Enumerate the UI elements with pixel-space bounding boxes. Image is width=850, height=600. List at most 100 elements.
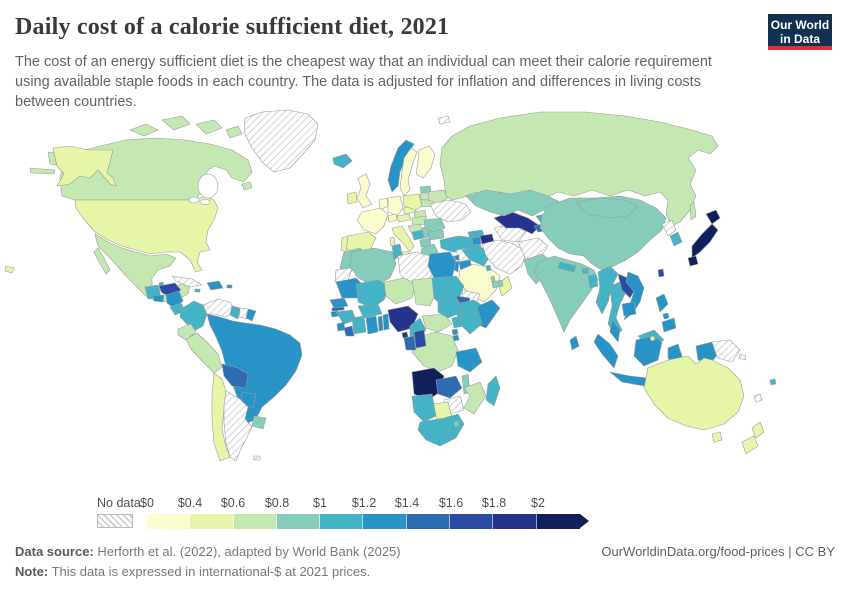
country-shape[interactable] [569,335,580,351]
country-shape[interactable] [421,313,453,333]
country-shape[interactable] [226,284,233,289]
country-shape[interactable] [741,435,759,455]
country-shape[interactable] [93,247,111,275]
country-shape[interactable] [455,347,483,373]
country-shape[interactable] [387,195,404,217]
country-shape[interactable] [206,280,224,291]
country-shape[interactable] [461,245,491,267]
country-shape[interactable] [206,313,303,424]
country-shape[interactable] [581,267,590,275]
country-shape[interactable] [331,306,345,312]
country-shape[interactable] [655,293,669,313]
country-shape[interactable] [229,305,241,320]
country-shape[interactable] [587,273,599,289]
country-shape[interactable] [689,201,697,221]
country-shape[interactable] [463,381,487,415]
country-shape[interactable] [74,195,219,273]
country-shape[interactable] [738,353,747,361]
country-shape[interactable] [471,236,482,246]
country-shape[interactable] [595,265,619,315]
legend-bin[interactable] [450,514,494,529]
country-shape[interactable] [340,235,349,253]
country-shape[interactable] [343,325,355,337]
country-shape[interactable] [711,431,723,443]
country-shape[interactable] [451,328,459,336]
country-shape[interactable] [401,331,409,339]
country-shape[interactable] [423,217,446,233]
country-shape[interactable] [403,335,417,351]
country-shape[interactable] [241,181,253,191]
country-shape[interactable] [171,275,203,288]
country-shape[interactable] [245,308,257,322]
legend-bin[interactable] [363,514,407,529]
legend-bin[interactable] [536,514,580,529]
country-shape[interactable] [152,294,165,303]
country-shape[interactable] [621,301,637,317]
country-shape[interactable] [195,119,223,135]
country-shape[interactable] [557,261,577,273]
country-shape[interactable] [399,147,418,197]
country-shape[interactable] [485,375,501,407]
country-shape[interactable] [751,421,765,439]
country-shape[interactable] [443,428,451,436]
country-shape[interactable] [669,231,683,247]
country-shape[interactable] [391,243,403,261]
country-shape[interactable] [391,225,415,253]
country-shape[interactable] [497,275,513,297]
legend-bin[interactable] [493,514,537,529]
country-shape[interactable] [336,321,346,332]
country-shape[interactable] [609,319,621,343]
country-shape[interactable] [185,332,223,374]
country-shape[interactable] [221,363,249,389]
country-shape[interactable] [429,199,472,223]
country-shape[interactable] [349,247,397,287]
country-shape[interactable] [251,415,267,430]
country-shape[interactable] [657,268,665,278]
country-shape[interactable] [346,191,358,205]
country-shape[interactable] [29,167,56,175]
country-shape[interactable] [575,197,639,219]
country-shape[interactable] [454,254,460,261]
owid-link[interactable]: OurWorldinData.org/food-prices | CC BY [601,544,835,559]
country-shape[interactable] [539,195,667,271]
country-shape[interactable] [753,393,763,403]
country-shape[interactable] [481,239,527,275]
country-shape[interactable] [427,251,457,279]
country-shape[interactable] [435,375,463,399]
country-shape[interactable] [649,335,656,342]
country-shape[interactable] [356,207,389,235]
country-shape[interactable] [411,277,437,307]
country-shape[interactable] [129,123,159,137]
country-shape[interactable] [661,317,677,333]
country-shape[interactable] [633,335,663,367]
country-shape[interactable] [427,229,445,241]
country-shape[interactable] [705,209,721,225]
country-shape[interactable] [643,355,745,431]
legend-bin[interactable] [147,514,191,529]
country-shape[interactable] [661,219,677,237]
country-shape[interactable] [223,390,253,462]
owid-logo[interactable]: Our World in Data [768,14,832,50]
country-shape[interactable] [691,223,719,259]
country-shape[interactable] [355,279,391,309]
country-shape[interactable] [695,341,719,365]
country-shape[interactable] [769,378,777,386]
country-shape[interactable] [329,297,349,309]
country-shape[interactable] [243,109,319,173]
country-shape[interactable] [161,115,191,131]
country-shape[interactable] [238,307,249,320]
country-shape[interactable] [351,315,367,335]
country-shape[interactable] [662,312,670,320]
country-shape[interactable] [711,339,741,363]
country-shape[interactable] [533,255,599,333]
country-shape[interactable] [417,413,465,447]
country-shape[interactable] [4,265,15,274]
country-shape[interactable] [402,193,423,211]
country-shape[interactable] [194,288,201,293]
country-shape[interactable] [357,303,383,319]
country-shape[interactable] [453,420,460,428]
country-shape[interactable] [415,145,436,179]
country-shape[interactable] [493,211,541,235]
legend-bin[interactable] [233,514,277,529]
country-shape[interactable] [411,393,437,423]
